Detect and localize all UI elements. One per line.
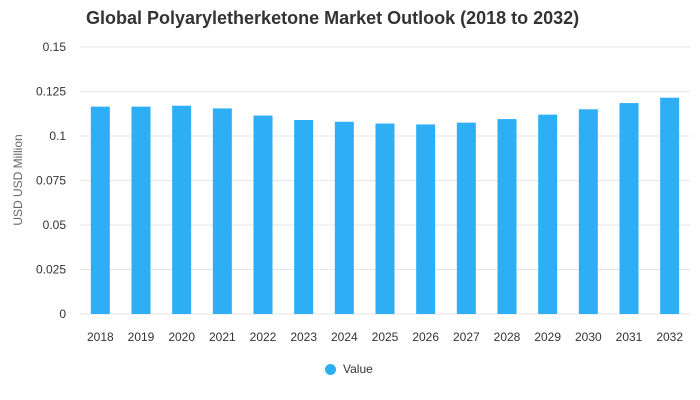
x-tick-label: 2025 (372, 330, 399, 344)
bar-2027[interactable] (456, 122, 476, 315)
x-tick-label: 2028 (494, 330, 521, 344)
bar-2029[interactable] (538, 114, 558, 314)
bar-2031[interactable] (619, 103, 639, 314)
x-tick-label: 2019 (128, 330, 155, 344)
y-tick-label: 0.025 (36, 263, 66, 277)
y-tick-label: 0.1 (49, 129, 66, 143)
x-tick-label: 2024 (331, 330, 358, 344)
bar-2030[interactable] (578, 109, 598, 314)
bar-2028[interactable] (497, 119, 517, 314)
legend-swatch (325, 363, 336, 375)
y-tick-label: 0.125 (36, 85, 66, 99)
legend-label: Value (343, 362, 373, 376)
bar-2023[interactable] (294, 119, 314, 314)
y-axis-label: USD USD Million (11, 134, 25, 225)
x-tick-label: 2026 (412, 330, 439, 344)
x-axis-ticks: 2018 2019 2020 2021 2022 2023 2024 2025 2026 2027… (87, 330, 683, 344)
bar-2032[interactable] (660, 97, 680, 314)
x-tick-label: 2023 (290, 330, 317, 344)
x-tick-label: 2022 (250, 330, 277, 344)
bars (90, 97, 680, 315)
x-tick-label: 2030 (575, 330, 602, 344)
y-tick-label: 0.075 (36, 174, 66, 188)
x-tick-label: 2021 (209, 330, 236, 344)
y-tick-label: 0 (59, 307, 66, 321)
legend[interactable]: Value (325, 362, 373, 376)
bar-2020[interactable] (172, 105, 192, 315)
bar-2021[interactable] (212, 108, 232, 314)
y-tick-label: 0.15 (43, 40, 67, 54)
y-tick-label: 0.05 (43, 218, 67, 232)
bar-2019[interactable] (131, 106, 151, 314)
chart-title: Global Polyaryletherketone Market Outloo… (86, 8, 580, 28)
bar-2026[interactable] (416, 124, 436, 315)
bar-2025[interactable] (375, 123, 395, 314)
x-tick-label: 2020 (168, 330, 195, 344)
x-tick-label: 2027 (453, 330, 480, 344)
x-tick-label: 2018 (87, 330, 114, 344)
bar-2022[interactable] (253, 115, 273, 314)
y-axis-ticks: 0 0.025 0.05 0.075 0.1 0.125 0.15 (36, 40, 66, 321)
x-tick-label: 2031 (616, 330, 643, 344)
x-tick-label: 2029 (534, 330, 561, 344)
x-tick-label: 2032 (656, 330, 683, 344)
bar-2018[interactable] (90, 106, 110, 314)
bar-2024[interactable] (334, 121, 354, 314)
